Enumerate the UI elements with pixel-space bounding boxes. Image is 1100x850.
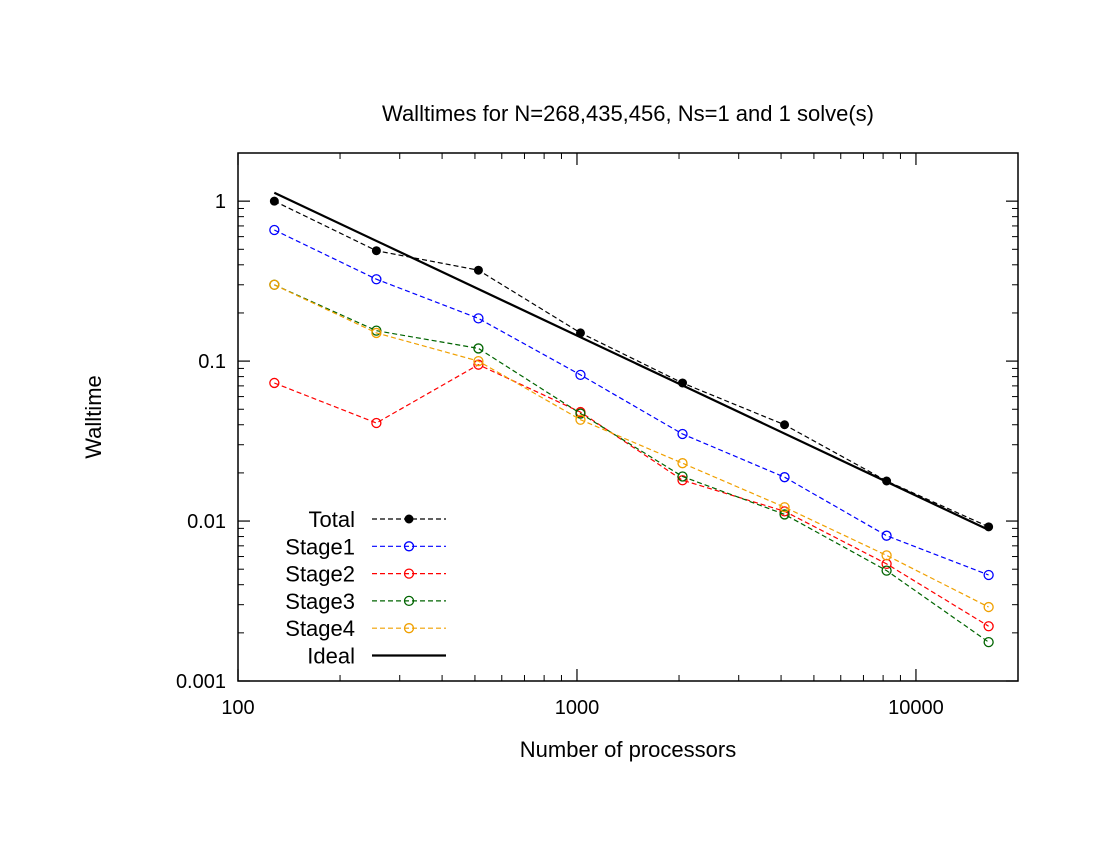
data-point-stage1	[677, 428, 688, 440]
series-line-stage2	[274, 364, 989, 627]
series-stage4	[269, 279, 994, 613]
y-tick-label: 0.01	[187, 511, 226, 533]
legend-swatch-marker	[403, 541, 415, 552]
plot-frame	[237, 152, 1019, 682]
x-tick-label: 10000	[888, 697, 944, 719]
data-point-stage2	[677, 475, 688, 486]
chart-title: Walltimes for N=268,435,456, Ns=1 and 1 …	[382, 101, 874, 126]
data-point-stage1	[881, 530, 892, 541]
data-point-stage4	[779, 502, 790, 513]
x-axis-label: Number of processors	[520, 737, 736, 762]
data-point-total	[269, 196, 279, 206]
legend-item-stage3: Stage3	[285, 589, 446, 614]
legend-item-stage4: Stage4	[285, 616, 446, 641]
legend-swatch-marker	[403, 568, 415, 579]
data-point-stage3	[779, 509, 790, 520]
legend-item-stage2: Stage2	[285, 562, 446, 587]
series-line-total	[274, 200, 989, 528]
legend-label: Total	[309, 507, 355, 532]
data-point-total	[780, 420, 790, 430]
series-layer	[269, 191, 994, 648]
data-point-stage3	[575, 408, 586, 419]
series-line-ideal	[273, 191, 990, 531]
legend-label: Ideal	[307, 644, 355, 669]
data-point-stage2	[371, 417, 382, 429]
legend-item-ideal: Ideal	[307, 644, 446, 669]
data-point-stage3	[881, 565, 892, 576]
series-total	[269, 196, 994, 532]
y-axis-label: Walltime	[81, 375, 106, 459]
series-line-stage3	[274, 284, 989, 643]
data-point-stage4	[473, 355, 484, 367]
series-stage3	[269, 279, 994, 648]
legend-swatch-marker	[403, 595, 415, 607]
data-point-total	[371, 246, 381, 256]
data-point-stage2	[473, 359, 484, 370]
data-point-stage3	[677, 471, 688, 482]
data-point-stage4	[575, 414, 586, 425]
data-point-stage2	[779, 506, 790, 517]
series-stage1	[269, 224, 994, 581]
data-point-stage1	[269, 224, 280, 236]
y-tick-label: 0.1	[198, 351, 226, 373]
legend-item-stage1: Stage1	[285, 534, 446, 559]
series-line-stage1	[274, 229, 989, 576]
legend-label: Stage3	[285, 589, 355, 614]
data-point-stage4	[881, 550, 892, 561]
data-point-stage1	[371, 274, 382, 285]
legend-swatch-marker	[404, 514, 414, 524]
data-point-stage1	[473, 313, 484, 324]
data-point-stage4	[677, 458, 688, 469]
y-tick-label: 0.001	[176, 671, 226, 693]
data-point-stage4	[371, 327, 382, 339]
x-tick-label: 1000	[555, 697, 600, 719]
x-tick-label: 100	[221, 697, 254, 719]
y-tick-label: 1	[215, 191, 226, 213]
data-point-stage1	[779, 472, 790, 483]
data-point-stage2	[983, 621, 994, 632]
legend-label: Stage1	[285, 534, 355, 559]
data-point-stage2	[269, 377, 280, 389]
legend-swatch-marker	[403, 623, 415, 634]
legend-item-total: Total	[309, 507, 446, 532]
data-point-stage3	[983, 636, 994, 648]
data-point-stage4	[983, 601, 994, 613]
legend-label: Stage4	[285, 616, 355, 641]
ticks-layer: 100 1000 10000 0.001 0.01 0.1 1	[176, 152, 1019, 719]
data-point-stage4	[269, 279, 280, 290]
data-point-stage3	[473, 343, 484, 354]
series-ideal	[273, 191, 990, 531]
data-point-stage1	[983, 569, 994, 581]
data-point-total	[473, 265, 483, 275]
data-point-stage1	[575, 369, 586, 381]
series-stage2	[269, 359, 994, 632]
series-line-stage4	[274, 284, 989, 608]
legend-label: Stage2	[285, 562, 355, 587]
